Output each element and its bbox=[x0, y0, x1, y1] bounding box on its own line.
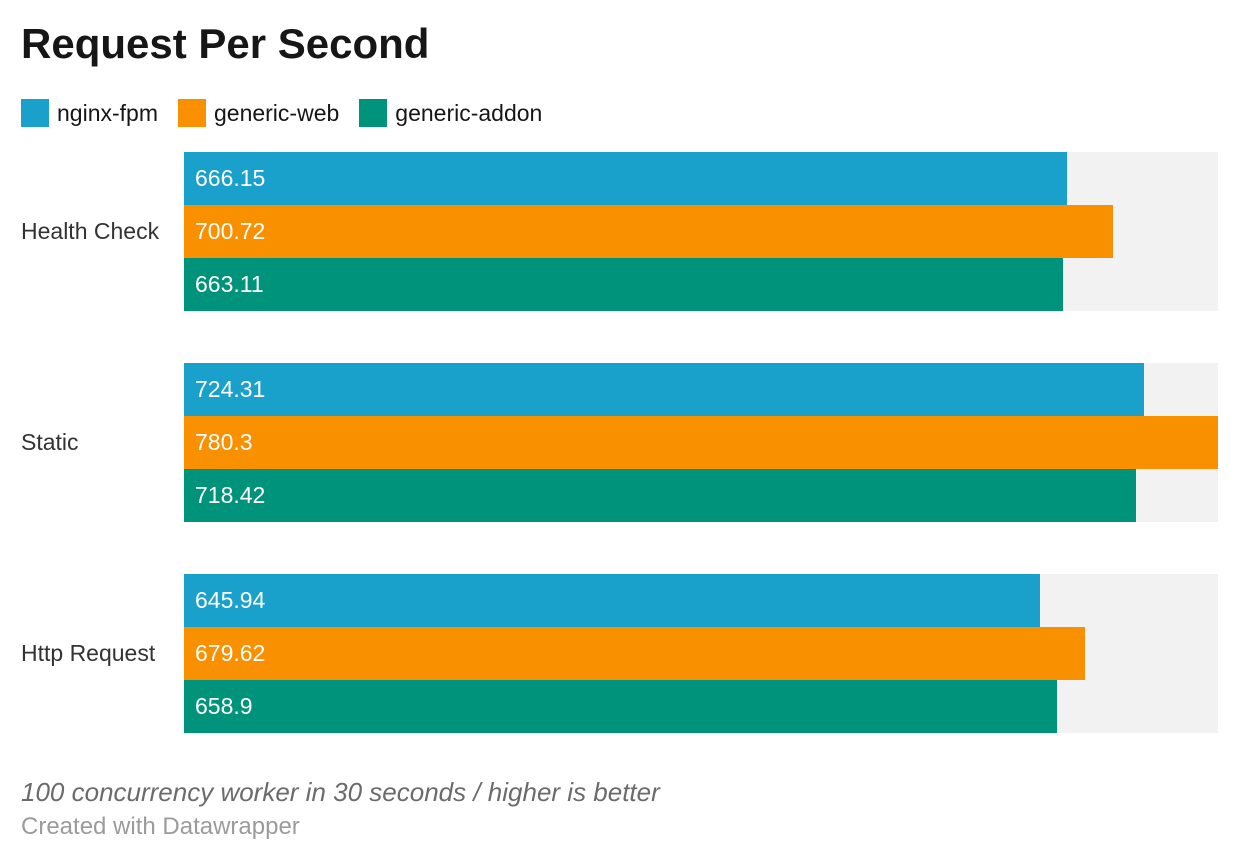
legend-label: nginx-fpm bbox=[57, 99, 158, 126]
bar-chart: Health Check 666.15 700.72 663.11 Static 724.… bbox=[21, 152, 1218, 733]
bar-generic-addon: 658.9 bbox=[184, 680, 1058, 733]
bar-nginx-fpm: 724.31 bbox=[184, 363, 1144, 416]
bar-track: 645.94 bbox=[184, 574, 1218, 627]
legend-swatch-icon bbox=[21, 99, 49, 127]
bar-generic-addon: 663.11 bbox=[184, 258, 1063, 311]
bar-group-track-area: 666.15 700.72 663.11 bbox=[184, 152, 1218, 311]
bar-value-label: 780.3 bbox=[195, 429, 253, 455]
bar-group: Http Request 645.94 679.62 658.9 bbox=[21, 574, 1218, 733]
bar-value-label: 679.62 bbox=[195, 640, 266, 666]
chart-title: Request Per Second bbox=[21, 20, 430, 67]
bar-value-label: 718.42 bbox=[195, 482, 266, 508]
category-label: Http Request bbox=[21, 640, 156, 666]
bar-value-label: 658.9 bbox=[195, 693, 253, 719]
bar-generic-web: 780.3 bbox=[184, 416, 1218, 469]
bar-track: 663.11 bbox=[184, 258, 1218, 311]
legend-item-generic-addon: generic-addon bbox=[359, 99, 542, 127]
bar-track: 718.42 bbox=[184, 469, 1218, 522]
bar-value-label: 666.15 bbox=[195, 165, 266, 191]
bar-group: Health Check 666.15 700.72 663.11 bbox=[21, 152, 1218, 311]
legend-item-generic-web: generic-web bbox=[177, 99, 340, 127]
bar-track: 700.72 bbox=[184, 205, 1218, 258]
legend-label: generic-addon bbox=[395, 99, 543, 126]
bar-track: 679.62 bbox=[184, 627, 1218, 680]
bar-track: 780.3 bbox=[184, 416, 1218, 469]
bar-generic-web: 700.72 bbox=[184, 205, 1113, 258]
bar-track: 658.9 bbox=[184, 680, 1218, 733]
bar-group: Static 724.31 780.3 718.42 bbox=[21, 363, 1218, 522]
category-label: Health Check bbox=[21, 218, 160, 244]
bar-value-label: 700.72 bbox=[195, 218, 266, 244]
legend-label: generic-web bbox=[213, 99, 340, 126]
bar-generic-web: 679.62 bbox=[184, 627, 1085, 680]
category-label: Static bbox=[21, 429, 79, 455]
bar-group-track-area: 645.94 679.62 658.9 bbox=[184, 574, 1218, 733]
bar-track: 666.15 bbox=[184, 152, 1218, 205]
bar-value-label: 663.11 bbox=[195, 271, 264, 297]
legend-item-nginx-fpm: nginx-fpm bbox=[21, 99, 158, 127]
bar-value-label: 724.31 bbox=[195, 376, 266, 402]
footer-note: 100 concurrency worker in 30 seconds / h… bbox=[21, 777, 660, 807]
bar-track: 724.31 bbox=[184, 363, 1218, 416]
bar-nginx-fpm: 645.94 bbox=[184, 574, 1040, 627]
legend-swatch-icon bbox=[359, 99, 388, 127]
bar-value-label: 645.94 bbox=[195, 587, 266, 613]
datawrapper-attribution: Created with Datawrapper bbox=[21, 813, 300, 840]
bar-generic-addon: 718.42 bbox=[184, 469, 1136, 522]
bar-group-track-area: 724.31 780.3 718.42 bbox=[184, 363, 1218, 522]
legend: nginx-fpm generic-web generic-addon bbox=[21, 99, 1218, 127]
legend-swatch-icon bbox=[177, 99, 206, 127]
bar-nginx-fpm: 666.15 bbox=[184, 152, 1067, 205]
